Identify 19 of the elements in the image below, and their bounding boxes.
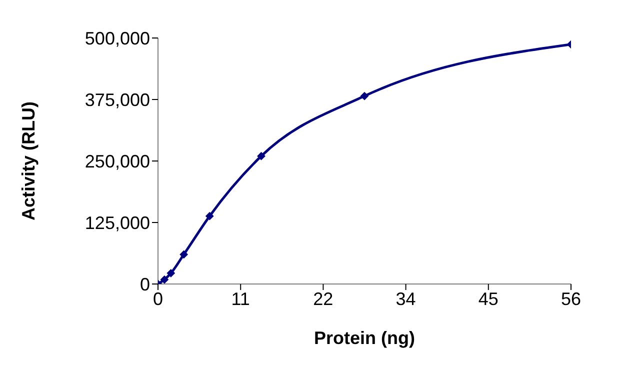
point — [206, 212, 214, 220]
x-tick-label: 45 — [478, 288, 498, 309]
point — [257, 152, 266, 160]
point — [180, 250, 188, 258]
y-axis-title: Activity (RLU) — [18, 101, 38, 221]
point — [360, 92, 368, 100]
x-axis-title: Protein (ng) — [314, 328, 415, 348]
point — [160, 276, 168, 284]
x-tick-label: 22 — [313, 288, 334, 309]
x-tick-label: 11 — [231, 288, 250, 309]
y-tick-label: 125,000 — [84, 212, 150, 233]
y-tick-label: 500,000 — [84, 28, 150, 48]
point — [166, 269, 175, 278]
x-tick-label: 56 — [560, 288, 582, 309]
x-tick-label: 34 — [396, 288, 416, 309]
y-tick-label: 0 — [140, 274, 150, 294]
y-tick-label: 375,000 — [84, 90, 150, 110]
x-tick-label: 0 — [152, 288, 164, 309]
y-tick-label: 250,000 — [84, 151, 150, 172]
